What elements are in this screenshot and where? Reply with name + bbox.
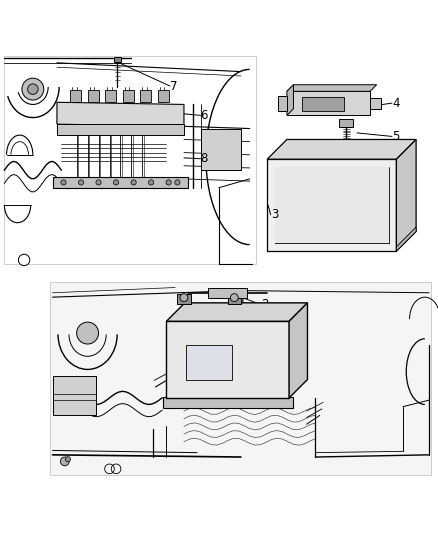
Bar [53, 376, 96, 415]
Bar [201, 128, 241, 170]
Polygon shape [287, 85, 293, 115]
Bar [105, 90, 116, 102]
Bar [267, 159, 396, 251]
Circle shape [61, 180, 66, 185]
Circle shape [77, 322, 99, 344]
Bar [302, 97, 344, 111]
Bar [158, 90, 169, 102]
Bar [50, 282, 431, 474]
Bar [163, 397, 293, 408]
Polygon shape [278, 96, 287, 111]
Text: 5: 5 [392, 130, 399, 143]
Polygon shape [289, 303, 307, 398]
Circle shape [180, 294, 188, 302]
Text: 7: 7 [170, 79, 177, 93]
Polygon shape [57, 102, 184, 126]
Bar [57, 124, 184, 135]
Circle shape [78, 180, 84, 185]
Circle shape [60, 457, 69, 466]
Circle shape [113, 180, 119, 185]
Polygon shape [396, 140, 416, 251]
Text: 8: 8 [201, 152, 208, 165]
Bar [186, 345, 232, 381]
Bar [339, 119, 353, 127]
Polygon shape [166, 303, 307, 321]
Polygon shape [396, 227, 416, 251]
Circle shape [18, 254, 30, 265]
Text: 6: 6 [201, 109, 208, 122]
Bar [228, 294, 241, 304]
Bar [53, 177, 188, 188]
Polygon shape [370, 98, 381, 109]
Polygon shape [267, 140, 416, 159]
Text: 1: 1 [239, 294, 246, 307]
Polygon shape [287, 85, 377, 91]
Circle shape [148, 180, 154, 185]
Bar [70, 90, 81, 102]
Circle shape [131, 180, 136, 185]
Bar [275, 167, 389, 243]
Text: 4: 4 [392, 96, 399, 110]
Bar [166, 321, 289, 398]
Bar [88, 90, 99, 102]
Circle shape [22, 78, 44, 100]
Circle shape [28, 84, 38, 94]
Bar [123, 90, 134, 102]
Text: 3: 3 [271, 208, 278, 221]
Text: 2: 2 [261, 298, 268, 311]
Bar [140, 90, 151, 102]
Bar [177, 294, 191, 304]
Circle shape [230, 294, 238, 302]
Circle shape [175, 180, 180, 185]
Circle shape [65, 457, 71, 462]
Bar [208, 288, 247, 297]
Circle shape [166, 180, 171, 185]
Bar [4, 56, 256, 264]
Bar [114, 57, 121, 61]
Polygon shape [287, 91, 370, 115]
Circle shape [96, 180, 101, 185]
